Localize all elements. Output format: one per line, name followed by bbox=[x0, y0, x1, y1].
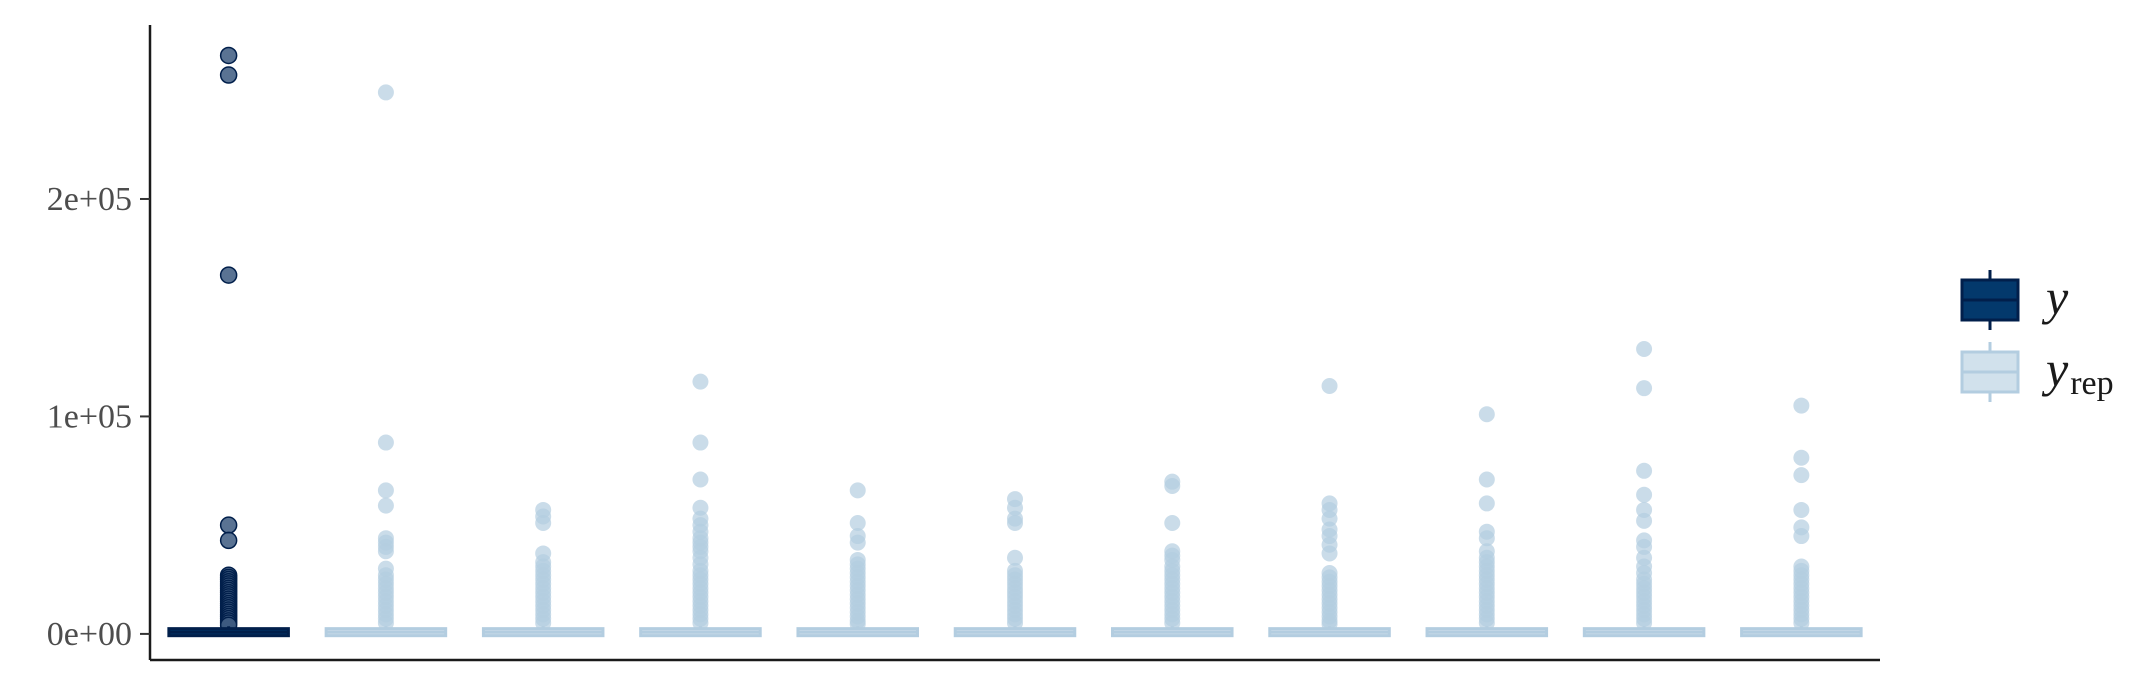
outlier-point bbox=[1793, 528, 1810, 545]
outlier-point bbox=[1478, 495, 1495, 512]
outlier-point bbox=[1478, 615, 1495, 632]
legend: y yrep bbox=[1960, 269, 2114, 402]
outlier-point bbox=[1636, 380, 1653, 397]
outlier-point bbox=[219, 516, 238, 534]
y-tick-label: 1e+05 bbox=[47, 398, 132, 435]
legend-item-yrep: yrep bbox=[1960, 341, 2114, 402]
outlier-point bbox=[377, 434, 394, 451]
outlier-point bbox=[692, 471, 709, 488]
outlier-point bbox=[1636, 341, 1653, 358]
outlier-point bbox=[1478, 530, 1495, 547]
box-yrep bbox=[796, 482, 919, 638]
outlier-point bbox=[1793, 501, 1810, 518]
box-yrep bbox=[1268, 377, 1391, 638]
y-axis-ticks: 0e+00 1e+05 2e+05 bbox=[47, 181, 150, 653]
outlier-point bbox=[1636, 462, 1653, 479]
outlier-point bbox=[1007, 549, 1023, 566]
outlier-point bbox=[1478, 406, 1495, 423]
box-yrep bbox=[481, 501, 605, 638]
outlier-point bbox=[1007, 615, 1023, 632]
box-yrep bbox=[324, 84, 448, 638]
outlier-point bbox=[1321, 545, 1338, 562]
outlier-point bbox=[377, 615, 394, 632]
axes bbox=[148, 25, 1880, 662]
outlier-point bbox=[1636, 615, 1653, 632]
box-yrep bbox=[1582, 341, 1706, 638]
outlier-point bbox=[377, 543, 394, 560]
outlier-point bbox=[1164, 514, 1181, 531]
outlier-point bbox=[692, 615, 709, 632]
outlier-point bbox=[1007, 514, 1023, 531]
legend-label: yrep bbox=[2041, 341, 2114, 402]
outlier-point bbox=[377, 482, 394, 499]
legend-label: y bbox=[2041, 269, 2069, 325]
outlier-point bbox=[1793, 449, 1810, 466]
box-yrep bbox=[1425, 406, 1549, 638]
outlier-point bbox=[1478, 471, 1495, 488]
outlier-point bbox=[1164, 478, 1181, 495]
boxplots bbox=[167, 46, 1863, 638]
box-y bbox=[167, 46, 290, 638]
box-yrep bbox=[639, 373, 762, 638]
legend-label-subscript: rep bbox=[2070, 365, 2113, 402]
y-tick-label: 2e+05 bbox=[47, 181, 132, 218]
y-tick-label: 0e+00 bbox=[47, 616, 132, 653]
box-yrep bbox=[1740, 397, 1863, 638]
legend-item-y: y bbox=[1960, 269, 2069, 330]
outlier-point bbox=[1793, 615, 1810, 632]
outlier-point bbox=[1321, 377, 1338, 394]
outlier-point bbox=[849, 514, 866, 531]
outlier-point bbox=[1164, 615, 1181, 632]
outlier-point bbox=[692, 373, 709, 390]
outlier-point bbox=[219, 46, 238, 65]
outlier-point bbox=[1793, 397, 1810, 414]
outlier-point bbox=[692, 434, 709, 451]
outlier-point bbox=[1636, 486, 1653, 503]
outlier-point bbox=[1793, 467, 1810, 484]
outlier-point bbox=[535, 615, 552, 632]
outlier-point bbox=[849, 482, 866, 499]
outlier-point bbox=[219, 266, 238, 284]
outlier-point bbox=[219, 66, 238, 84]
outlier-point bbox=[377, 84, 394, 101]
outlier-point bbox=[1636, 512, 1653, 529]
outlier-point bbox=[219, 531, 238, 550]
box-yrep bbox=[1111, 473, 1234, 638]
outlier-point bbox=[535, 514, 552, 531]
outlier-point bbox=[377, 497, 394, 514]
box-yrep bbox=[953, 491, 1077, 638]
outlier-point bbox=[849, 534, 866, 551]
